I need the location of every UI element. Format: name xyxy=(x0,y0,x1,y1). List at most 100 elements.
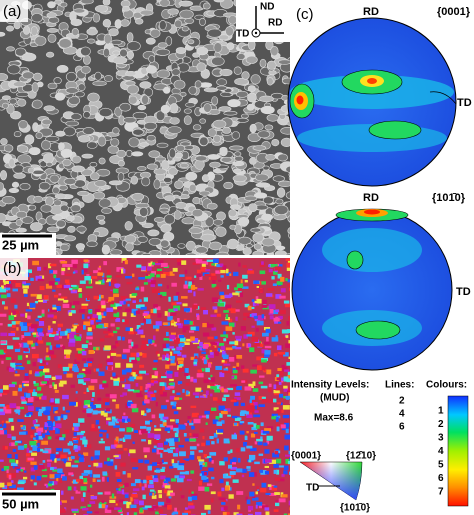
grain xyxy=(98,157,106,165)
grain xyxy=(127,389,135,392)
grain xyxy=(126,501,132,505)
grain xyxy=(113,330,118,334)
grain xyxy=(98,107,113,118)
grain xyxy=(233,66,242,75)
grain xyxy=(131,273,135,277)
grain xyxy=(67,267,70,270)
grain xyxy=(0,459,4,462)
grain xyxy=(126,32,134,43)
grain xyxy=(228,318,233,322)
grain xyxy=(276,426,280,432)
grain xyxy=(128,344,133,349)
grain xyxy=(220,0,234,9)
grain xyxy=(186,478,192,482)
grain xyxy=(179,451,186,457)
grain xyxy=(173,339,180,344)
grain xyxy=(227,307,233,311)
grain xyxy=(47,462,51,468)
grain xyxy=(39,285,45,291)
grain xyxy=(31,99,43,109)
grain xyxy=(63,126,76,137)
grain xyxy=(166,360,171,365)
grain xyxy=(54,458,57,463)
grain xyxy=(95,308,100,314)
grain xyxy=(165,477,171,482)
grain xyxy=(25,309,33,312)
grain xyxy=(225,481,229,486)
grain xyxy=(236,468,243,473)
grain xyxy=(247,85,256,92)
grain xyxy=(172,337,177,341)
grain xyxy=(110,279,117,284)
grain xyxy=(50,457,55,461)
grain xyxy=(81,478,88,483)
grain xyxy=(32,392,38,397)
grain xyxy=(122,384,125,388)
grain xyxy=(0,428,4,431)
grain xyxy=(296,174,303,182)
grain xyxy=(17,445,25,450)
grain xyxy=(254,405,257,410)
grain xyxy=(218,279,222,282)
grain xyxy=(192,433,199,438)
grain xyxy=(189,446,197,450)
grain xyxy=(147,433,155,438)
grain xyxy=(215,270,221,274)
grain xyxy=(104,345,111,350)
grain xyxy=(124,434,132,440)
grain xyxy=(116,312,120,318)
grain xyxy=(279,371,284,376)
grain xyxy=(180,337,186,342)
grain xyxy=(7,323,12,327)
grain xyxy=(184,373,189,376)
grain xyxy=(235,366,240,371)
grain xyxy=(280,137,290,147)
grain xyxy=(194,80,202,89)
grain xyxy=(67,486,72,491)
grain xyxy=(139,370,146,374)
grain xyxy=(134,479,141,484)
grain xyxy=(56,448,63,452)
grain xyxy=(241,468,247,473)
grain xyxy=(38,366,44,369)
grain xyxy=(153,478,159,482)
grain xyxy=(133,389,140,393)
grain xyxy=(199,346,202,351)
grain xyxy=(121,268,125,274)
grain xyxy=(266,337,269,342)
grain xyxy=(79,334,82,339)
grain xyxy=(206,202,218,210)
grain xyxy=(0,313,7,317)
grain xyxy=(177,260,184,266)
grain xyxy=(32,72,43,81)
grain xyxy=(204,504,211,510)
grain xyxy=(287,390,290,394)
grain xyxy=(171,352,179,357)
grain xyxy=(176,337,180,341)
grain xyxy=(58,185,68,191)
grain xyxy=(53,274,57,279)
grain xyxy=(148,263,152,267)
grain xyxy=(244,303,250,308)
grain xyxy=(199,136,209,147)
grain xyxy=(85,286,93,289)
grain xyxy=(41,475,48,478)
grain xyxy=(205,440,210,446)
grain xyxy=(255,182,271,188)
grain xyxy=(86,360,92,364)
grain xyxy=(172,424,179,428)
grain xyxy=(103,311,107,316)
grain xyxy=(27,167,35,174)
grain xyxy=(275,335,278,338)
grain xyxy=(93,270,100,274)
grain xyxy=(55,331,59,334)
grain xyxy=(108,281,111,287)
grain xyxy=(230,308,236,314)
grain xyxy=(10,442,16,447)
grain xyxy=(127,473,131,478)
grain xyxy=(171,348,176,351)
grain xyxy=(195,259,203,264)
grain xyxy=(3,423,7,427)
grain xyxy=(277,273,282,279)
grain xyxy=(87,357,94,362)
